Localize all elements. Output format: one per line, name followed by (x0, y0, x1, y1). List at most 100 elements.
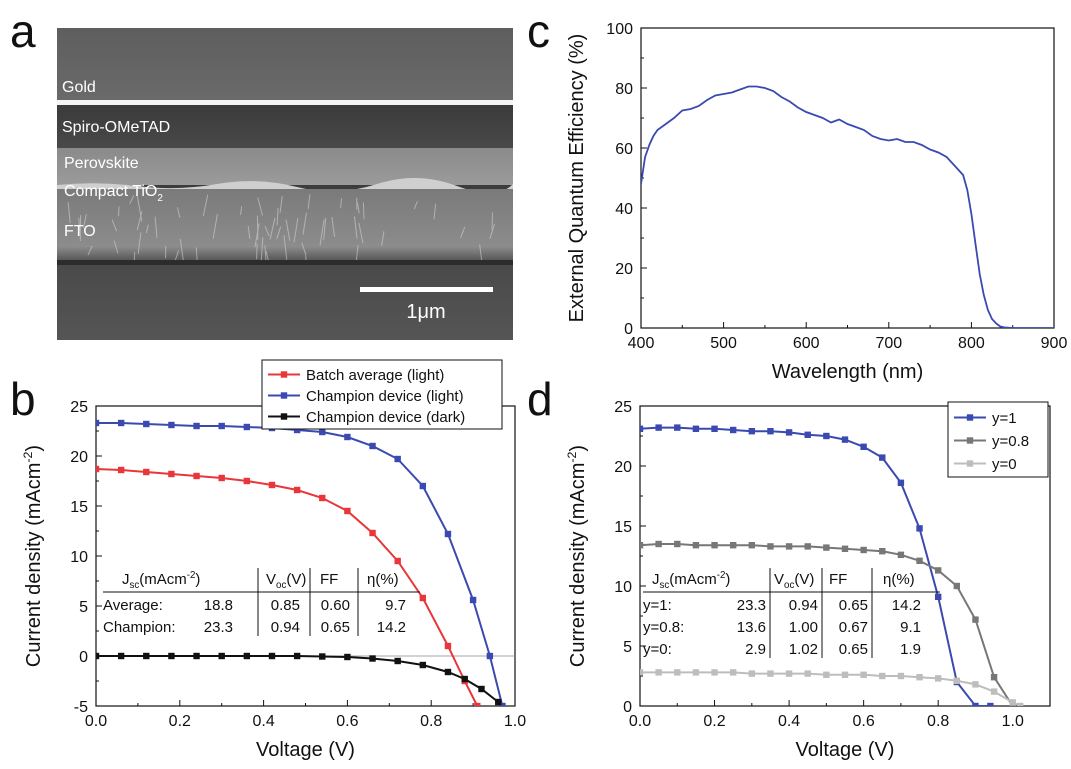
data-point (486, 652, 494, 660)
legend-swatch-marker (966, 437, 974, 444)
series-champion-device-light- (96, 419, 506, 706)
table-cell: 14.2 (377, 619, 406, 636)
data-point (218, 652, 225, 660)
data-point (319, 653, 326, 660)
y-tick-label: 20 (614, 459, 632, 476)
data-point (860, 546, 867, 554)
data-point (953, 582, 961, 590)
table-cell: 1.9 (900, 641, 921, 658)
table-cell: 13.6 (737, 619, 766, 636)
y-tick-label: -5 (74, 699, 88, 716)
series-y-0-8 (640, 540, 1016, 706)
panel-label-a: a (10, 5, 36, 57)
x-tick-label: 0.2 (703, 713, 725, 730)
data-point (444, 642, 452, 650)
table-cell: 0.67 (839, 619, 868, 636)
table-header-eta: η(%) (367, 571, 399, 588)
table-cell: 9.1 (900, 619, 921, 636)
y-tick-label: 0 (623, 699, 632, 716)
table-cell: Champion: (103, 619, 176, 636)
data-point (860, 443, 867, 450)
legend-box (947, 401, 1049, 478)
data-point (293, 486, 301, 494)
series-line (96, 422, 504, 706)
parameter-table: Jsc(mAcm-2) Voc(V) FF η(%) Average: 18.8 0.85 0… (103, 568, 420, 636)
data-point (96, 465, 100, 473)
data-point (692, 425, 700, 432)
data-point (640, 425, 644, 432)
data-point (474, 702, 481, 706)
data-point (243, 477, 251, 485)
legend-label: Champion device (light) (306, 388, 464, 405)
x-axis-label: Wavelength (nm) (772, 361, 924, 383)
table-header-voc: Voc(V) (774, 571, 814, 591)
data-point (218, 474, 225, 482)
data-point (1016, 702, 1024, 706)
y-axis-label-end: ) (567, 445, 589, 452)
table-cell: 0.65 (839, 641, 868, 658)
data-point (804, 543, 811, 550)
table-cell: y=1: (643, 597, 672, 614)
data-point (748, 542, 756, 549)
data-point (916, 525, 923, 532)
sem-cross-section-image: Gold Spiro-OMeTAD Perovskite Compact TiO… (57, 28, 513, 340)
data-point (841, 545, 849, 552)
series-line (641, 85, 1054, 328)
series-line (641, 85, 1054, 328)
data-point (711, 669, 718, 676)
series-batch-average-light- (96, 465, 481, 706)
layer-label-spiro: Spiro-OMeTAD (62, 119, 170, 136)
data-point (916, 557, 923, 564)
data-point (987, 702, 994, 706)
data-point (143, 468, 150, 476)
data-point (461, 675, 468, 683)
x-tick-label: 0.8 (927, 713, 949, 730)
data-point (860, 671, 867, 678)
data-point (655, 540, 662, 548)
y-tick-label: 60 (615, 141, 633, 158)
data-point (897, 479, 905, 486)
y-tick-label: 10 (70, 549, 88, 566)
x-tick-label: 0.0 (85, 713, 107, 730)
data-point (841, 671, 849, 678)
x-tick-label: 1.0 (504, 713, 526, 730)
data-point (897, 672, 905, 680)
table-cell: 0.65 (839, 597, 868, 614)
data-point (419, 482, 427, 490)
data-point (268, 481, 276, 489)
data-point (748, 428, 756, 435)
y-tick-label: 25 (70, 399, 88, 416)
data-point (785, 543, 793, 550)
y-axis-label: External Quantum Efficiency (%) (566, 34, 588, 323)
data-point (461, 677, 468, 685)
table-cell: 23.3 (204, 619, 233, 636)
plot-frame (95, 405, 516, 707)
x-tick-label: 1.0 (1002, 713, 1024, 730)
data-point (117, 466, 125, 474)
data-point (143, 420, 150, 428)
data-point (674, 540, 681, 548)
data-point (319, 428, 326, 436)
y-axis-label-text: Current density (mAcm (567, 463, 589, 668)
table-cell: 14.2 (892, 597, 921, 614)
data-point (640, 542, 644, 549)
series-line (96, 655, 499, 703)
data-point (692, 669, 700, 676)
data-point (897, 551, 905, 558)
x-tick-label: 500 (710, 335, 737, 352)
data-point (655, 424, 662, 431)
data-point (168, 470, 175, 478)
data-point (674, 669, 681, 676)
y-axis-label-sup: -2 (565, 451, 579, 462)
layer-label-fto: FTO (64, 223, 96, 240)
data-point (218, 422, 225, 430)
data-point (879, 672, 886, 680)
scale-bar-label: 1μm (406, 301, 445, 323)
table-header-voc: Voc(V) (266, 571, 306, 591)
y-tick-label: 80 (615, 81, 633, 98)
legend-label: Batch average (light) (306, 367, 444, 384)
data-point (193, 422, 200, 430)
data-point (823, 544, 830, 551)
table-cell: 0.60 (321, 597, 350, 614)
data-point (168, 652, 175, 660)
